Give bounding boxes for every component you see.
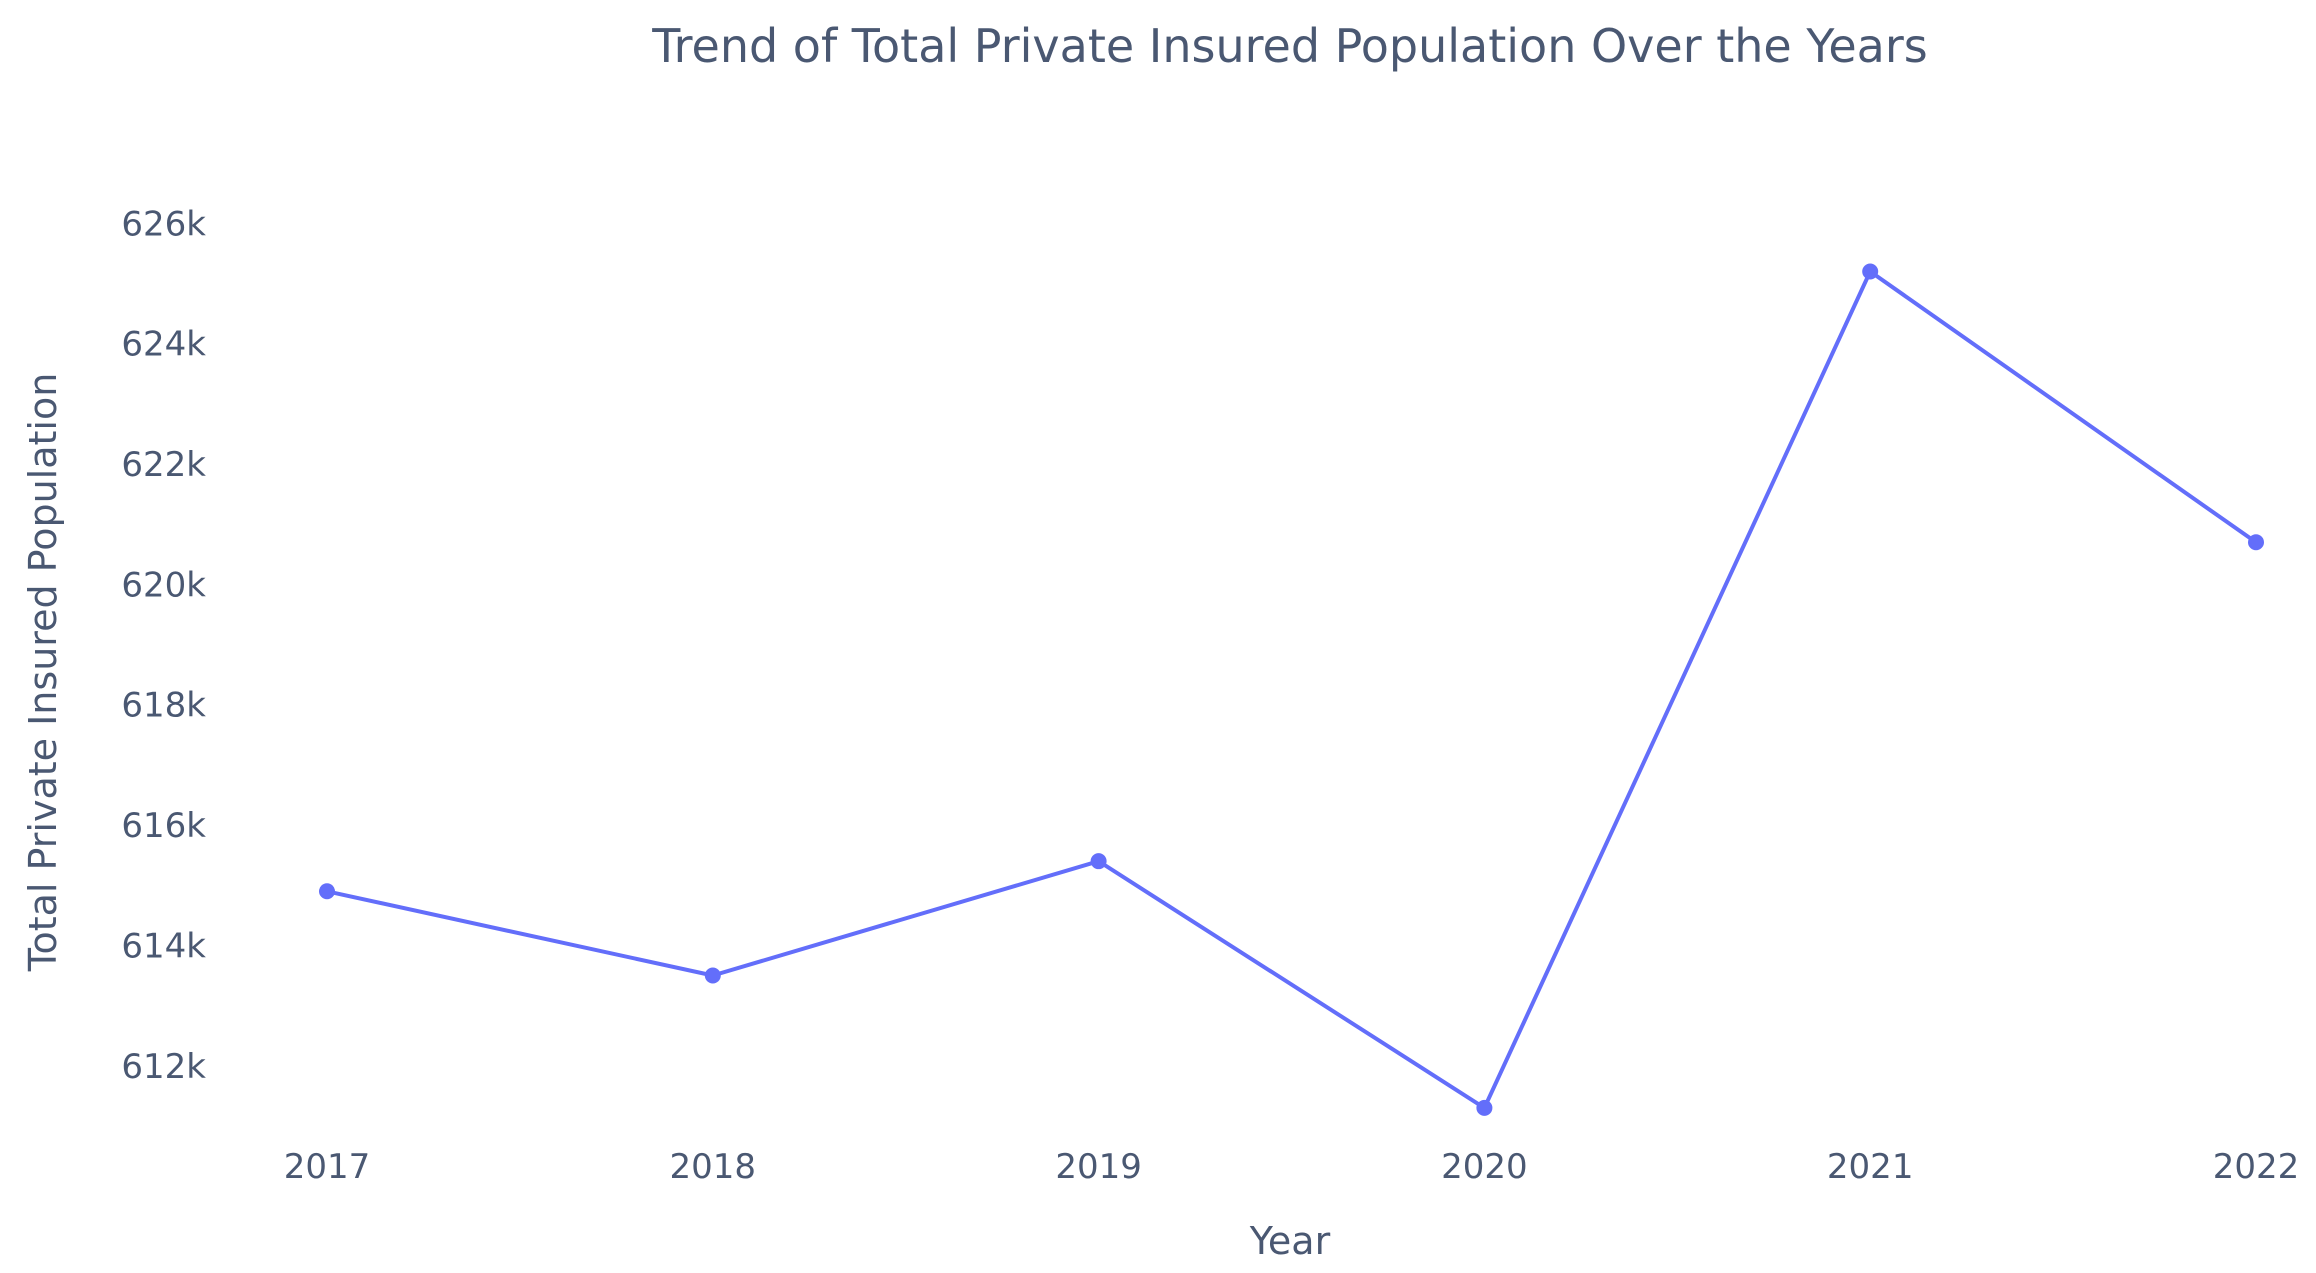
chart-title: Trend of Total Private Insured Populatio… bbox=[651, 19, 1927, 73]
x-axis-label: Year bbox=[1249, 1219, 1331, 1263]
x-axis-ticks: 2017 2018 2019 2020 2021 2022 bbox=[284, 1147, 2300, 1187]
x-tick-label: 2020 bbox=[1441, 1147, 1528, 1187]
data-point[interactable] bbox=[2248, 534, 2264, 551]
y-tick-label: 616k bbox=[121, 806, 206, 846]
data-point[interactable] bbox=[704, 967, 721, 984]
data-point[interactable] bbox=[319, 883, 335, 900]
data-point[interactable] bbox=[1090, 853, 1107, 870]
x-tick-label: 2022 bbox=[2213, 1147, 2300, 1187]
y-tick-label: 618k bbox=[121, 686, 206, 726]
data-point[interactable] bbox=[1862, 263, 1879, 280]
y-tick-label: 622k bbox=[121, 445, 206, 485]
y-tick-label: 614k bbox=[121, 926, 206, 966]
y-tick-label: 626k bbox=[121, 204, 206, 244]
x-tick-label: 2018 bbox=[670, 1147, 757, 1187]
plot-area bbox=[319, 263, 2264, 1116]
y-axis-ticks: 612k 614k 616k 618k 620k 622k 624k 626k bbox=[121, 204, 206, 1086]
y-tick-label: 612k bbox=[121, 1047, 206, 1087]
y-tick-label: 624k bbox=[121, 325, 206, 365]
y-tick-label: 620k bbox=[121, 565, 206, 605]
y-axis-label: Total Private Insured Population bbox=[21, 373, 65, 973]
x-tick-label: 2019 bbox=[1055, 1147, 1142, 1187]
x-tick-label: 2021 bbox=[1827, 1147, 1914, 1187]
data-point[interactable] bbox=[1476, 1099, 1493, 1116]
x-tick-label: 2017 bbox=[284, 1147, 371, 1187]
series-line bbox=[326, 269, 2258, 1110]
